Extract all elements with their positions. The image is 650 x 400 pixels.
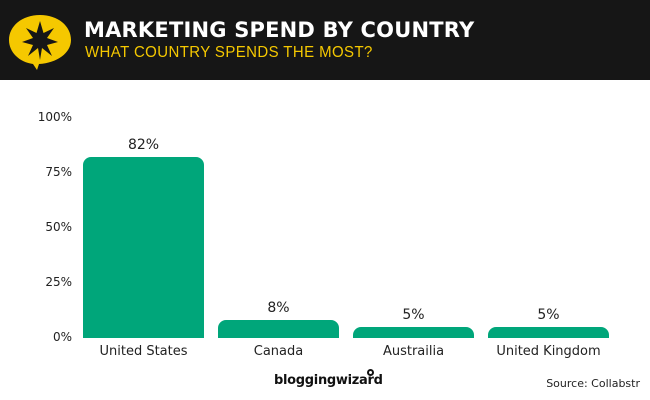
bar-value-label: 82%: [127, 136, 160, 153]
bar-canada: [218, 320, 339, 338]
bar-united-kingdom: [488, 326, 609, 338]
category-label: United States: [99, 344, 188, 359]
brand-dot-icon: [367, 369, 374, 376]
y-tick-25: 25%: [45, 275, 72, 289]
chart-header: MARKETING SPEND BY COUNTRY WHAT COUNTRY …: [0, 0, 650, 80]
bar-value-label: 8%: [267, 300, 290, 317]
bar-value-label: 5%: [537, 306, 560, 323]
y-tick-100: 100%: [37, 110, 72, 124]
bar-united-states: [83, 156, 204, 338]
bar-australia: [353, 326, 474, 338]
category-label: Austrailia: [382, 344, 445, 359]
brand-logo: bloggingwizard: [274, 373, 383, 388]
chart-title: MARKETING SPEND BY COUNTRY: [84, 18, 475, 42]
source-note: Source: Collabstr: [546, 377, 640, 390]
y-tick-75: 75%: [45, 165, 72, 179]
category-label: Canada: [253, 344, 304, 359]
star-speech-bubble-icon: [9, 15, 71, 70]
bar-value-label: 5%: [402, 306, 425, 323]
y-tick-50: 50%: [45, 220, 72, 234]
category-label: United Kingdom: [496, 344, 601, 359]
y-tick-0: 0%: [52, 330, 72, 344]
chart-subtitle: WHAT COUNTRY SPENDS THE MOST?: [85, 43, 373, 62]
